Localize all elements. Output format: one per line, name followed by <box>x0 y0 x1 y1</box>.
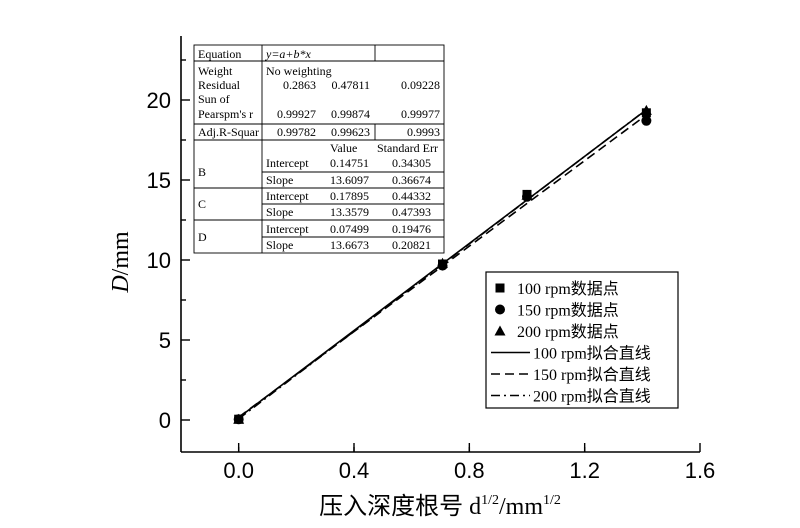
legend-label: 200 rpm拟合直线 <box>533 388 651 406</box>
x-axis-title-exp: 1/2 <box>481 493 499 508</box>
stats-group-b-slope-label: Slope <box>266 173 293 187</box>
y-tick-label: 10 <box>147 248 171 273</box>
x-tick-label: 0.0 <box>223 458 254 483</box>
stats-residual-label: Residual <box>198 78 241 92</box>
data-point <box>640 104 652 115</box>
stats-group-b-slope: 13.6097 <box>330 173 369 187</box>
stats-group-d-intercept-label: Intercept <box>266 222 309 236</box>
stats-sumof-label: Sun of <box>198 92 230 106</box>
x-ticks: 0.0 0.4 0.8 1.2 1.6 <box>223 443 715 483</box>
x-axis-title-unit: /mm <box>499 494 543 520</box>
stats-pearson-b: 0.99927 <box>277 107 316 121</box>
stats-adjr-c: 0.99623 <box>331 125 370 139</box>
legend-label: 200 rpm数据点 <box>517 323 619 341</box>
data-point <box>233 413 245 424</box>
stats-weight-label: Weight <box>198 64 233 78</box>
x-tick-label: 1.6 <box>685 458 716 483</box>
data-point <box>437 257 449 268</box>
legend-marker <box>494 325 506 336</box>
x-axis-title-unit-exp: 1/2 <box>543 493 561 508</box>
stats-group-d-name: D <box>198 230 207 244</box>
stats-group-c-slope-label: Slope <box>266 205 293 219</box>
stats-group-b-intercept-err: 0.34305 <box>392 156 431 170</box>
stats-table-border <box>193 44 445 254</box>
data-point <box>521 189 533 200</box>
y-axis-title: D/mm <box>108 231 134 294</box>
legend-label: 100 rpm数据点 <box>517 280 619 298</box>
stats-value-header: Value <box>330 141 357 155</box>
stats-group-c-slope: 13.3579 <box>330 205 369 219</box>
stats-group-c-intercept: 0.17895 <box>330 189 369 203</box>
x-tick-label: 1.2 <box>569 458 600 483</box>
legend-marker <box>495 283 505 293</box>
stats-group-c-intercept-err: 0.44332 <box>392 189 431 203</box>
legend-border <box>485 271 679 409</box>
stats-pearson-label: Pearspm's r <box>198 107 253 121</box>
stats-group-c-slope-err: 0.47393 <box>392 205 431 219</box>
stats-residual-c: 0.47811 <box>331 78 370 92</box>
stats-group-d-intercept: 0.07499 <box>330 222 369 236</box>
stats-group-d-slope: 13.6673 <box>330 238 369 252</box>
y-tick-label: 15 <box>147 168 171 193</box>
stats-adjr-d: 0.9993 <box>407 125 440 139</box>
stats-residual-d: 0.09228 <box>401 78 440 92</box>
x-axis-title-main: 压入深度根号 d <box>319 493 481 520</box>
legend-label: 150 rpm拟合直线 <box>533 366 651 384</box>
legend-label: 100 rpm拟合直线 <box>533 345 651 363</box>
stats-group-b-slope-err: 0.36674 <box>392 173 431 187</box>
stats-group-b-name: B <box>198 165 206 179</box>
stats-equation: y=a+b*x <box>265 47 312 61</box>
x-tick-label: 0.8 <box>454 458 485 483</box>
svg-text:D/mm: D/mm <box>108 231 134 294</box>
stats-stderr-header: Standard Err <box>377 141 438 155</box>
stats-pearson-d: 0.99977 <box>401 107 440 121</box>
y-tick-label: 0 <box>159 408 171 433</box>
stats-adjr-b: 0.99782 <box>277 125 316 139</box>
y-tick-label: 20 <box>147 88 171 113</box>
legend-marker <box>495 304 505 315</box>
legend-label: 150 rpm数据点 <box>517 302 619 320</box>
stats-pearson-c: 0.99874 <box>331 107 370 121</box>
x-tick-label: 0.4 <box>339 458 370 483</box>
y-ticks: 0 5 10 15 20 <box>147 59 190 433</box>
y-tick-label: 5 <box>159 328 171 353</box>
x-axis-title: 压入深度根号 d1/2/mm1/2 <box>319 493 561 520</box>
stats-group-c-intercept-label: Intercept <box>266 189 309 203</box>
stats-weight-value: No weighting <box>266 64 332 78</box>
stats-group-d-slope-err: 0.20821 <box>392 238 431 252</box>
stats-group-b-intercept-label: Intercept <box>266 156 309 170</box>
stats-residual-b: 0.2863 <box>283 78 316 92</box>
stats-group-d-slope-label: Slope <box>266 238 293 252</box>
data-markers <box>233 104 652 425</box>
stats-group-b-intercept: 0.14751 <box>330 156 369 170</box>
fit-statistics-table: Equation y=a+b*x Weight No weighting Res… <box>193 44 445 254</box>
legend: 100 rpm数据点 150 rpm数据点 200 rpm数据点 100 rpm拟合直… <box>485 271 679 409</box>
data-point <box>641 115 652 126</box>
stats-group-d-intercept-err: 0.19476 <box>392 222 431 236</box>
y-axis-title-unit: /mm <box>108 231 134 275</box>
stats-group-c-name: C <box>198 197 206 211</box>
stats-equation-label: Equation <box>198 47 241 61</box>
stats-adjr-label: Adj.R-Squar <box>198 125 259 139</box>
y-axis-title-symbol: D <box>108 275 134 293</box>
